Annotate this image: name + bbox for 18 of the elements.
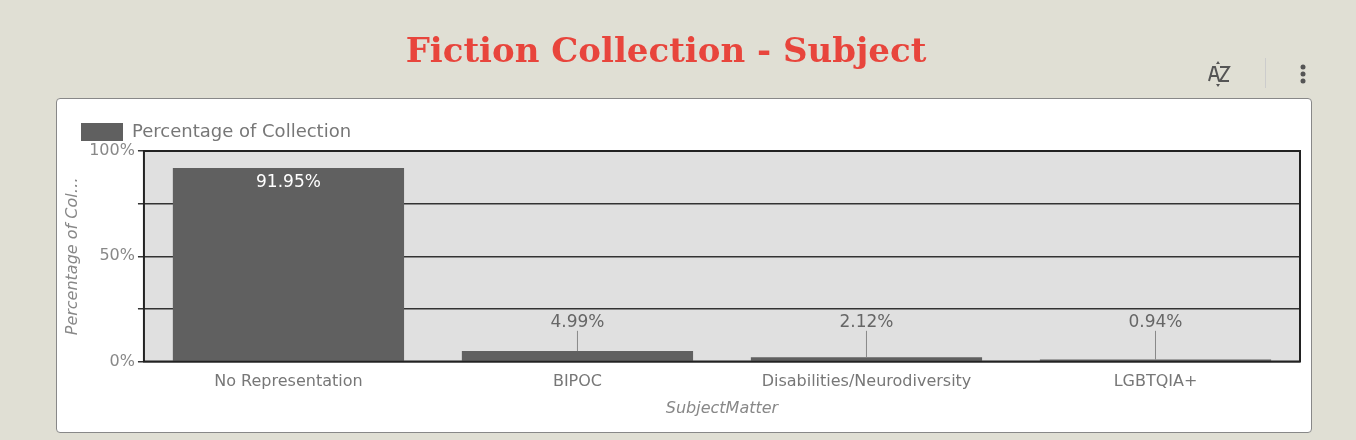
x-tick-label: Disabilities/Neurodiversity — [761, 371, 972, 391]
x-tick-label: LGBTQIA+ — [1113, 371, 1198, 391]
x-tick-label: BIPOC — [552, 371, 603, 391]
bar — [750, 357, 983, 361]
data-label: 2.12% — [839, 310, 894, 331]
data-label: 91.95% — [256, 170, 321, 191]
legend-label: Percentage of Collection — [132, 119, 352, 141]
data-label: 4.99% — [550, 310, 605, 331]
y-tick-label: 0% — [109, 350, 135, 370]
chart-title: Fiction Collection - Subject — [404, 30, 928, 70]
y-axis-title: Percentage of Col… — [61, 177, 81, 336]
x-axis-title: SubjectMatter — [665, 397, 780, 417]
x-tick-label: No Representation — [214, 371, 363, 391]
y-tick-label: 50% — [99, 245, 135, 265]
bar — [461, 351, 694, 361]
y-tick-label: 100% — [89, 140, 135, 160]
bar — [172, 167, 405, 361]
data-label: 0.94% — [1128, 310, 1183, 331]
